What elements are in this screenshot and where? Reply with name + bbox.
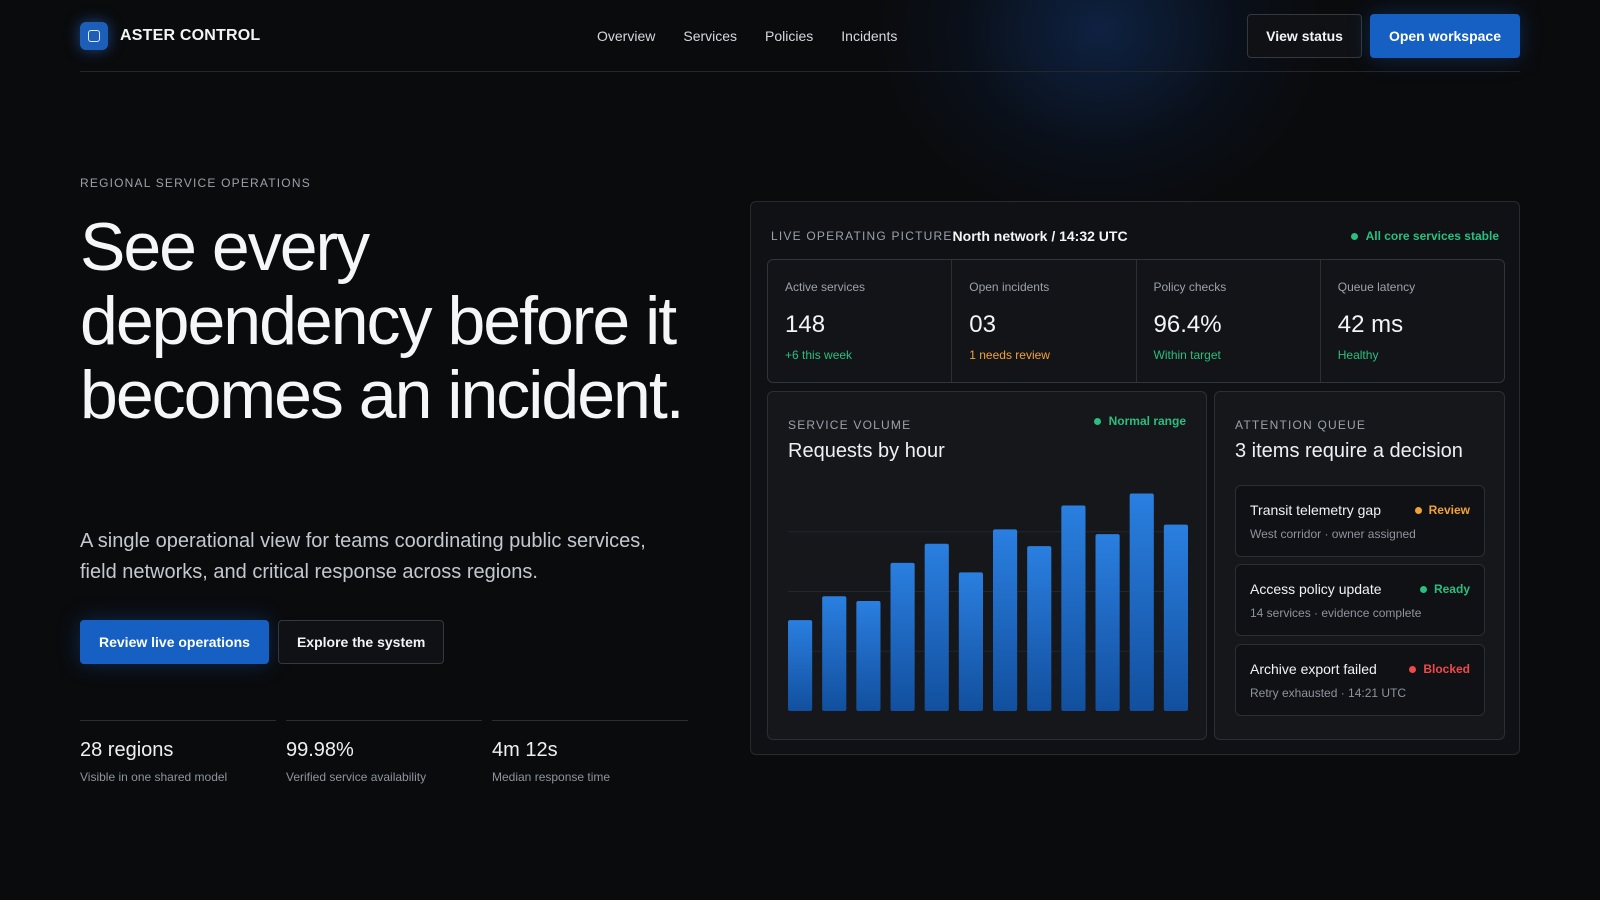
review-live-operations-button[interactable]: Review live operations [80, 620, 269, 664]
nav-incidents[interactable]: Incidents [841, 28, 898, 44]
status-text: Ready [1433, 582, 1470, 596]
metric-note: 1 needs review [969, 348, 1050, 362]
metric-label: Policy checks [1153, 280, 1227, 294]
hero-stats: 28 regions Visible in one shared model 9… [80, 720, 688, 784]
brand-name: ASTER CONTROL [120, 27, 261, 44]
metric-label: Open incidents [969, 280, 1050, 294]
normal-range-text: Normal range [1108, 414, 1186, 428]
stat-value: 28 regions [80, 739, 174, 761]
chart-bar-5[interactable] [924, 543, 949, 711]
metric-note: +6 this week [785, 348, 853, 362]
status-dot-icon [1419, 585, 1427, 593]
chart-bar-1[interactable] [788, 620, 813, 711]
metric-value: 148 [785, 311, 826, 338]
chart-title: Requests by hour [788, 440, 945, 462]
status-dot-icon [1350, 232, 1358, 240]
metric-policy-checks[interactable]: Policy checks 96.4% Within target [1137, 260, 1321, 382]
hero-cta-row: Review live operations Explore the syste… [80, 620, 445, 664]
metric-label: Active services [785, 280, 866, 294]
status-text: Blocked [1423, 662, 1470, 676]
hero-eyebrow: REGIONAL SERVICE OPERATIONS [80, 176, 311, 190]
nav-overview[interactable]: Overview [597, 28, 656, 44]
queue-item-meta: 14 services · evidence complete [1250, 606, 1422, 620]
explore-system-button[interactable]: Explore the system [277, 620, 445, 664]
queue-item-access-policy[interactable]: Access policy update Ready 14 services ·… [1235, 564, 1485, 636]
chart-bar-6[interactable] [958, 572, 983, 711]
main-nav: Overview Services Policies Incidents [597, 28, 897, 44]
queue-item-title: Access policy update [1250, 581, 1382, 597]
stat-label: Verified service availability [286, 770, 427, 784]
status-badge: Blocked [1409, 662, 1470, 676]
top-header: ASTER CONTROL Overview Services Policies… [80, 14, 1520, 72]
queue-item-meta: Retry exhausted · 14:21 UTC [1250, 686, 1407, 700]
metric-label: Queue latency [1337, 280, 1416, 294]
metric-active-services[interactable]: Active services 148 +6 this week [768, 260, 953, 382]
status-dot-icon [1409, 665, 1417, 673]
system-status-badge: All core services stable [1350, 229, 1499, 243]
attention-queue-card: ATTENTION QUEUE 3 items require a decisi… [1214, 391, 1505, 740]
requests-bar-chart [788, 493, 1188, 711]
panel-eyebrow: LIVE OPERATING PICTURE [771, 229, 953, 243]
stat-regions: 28 regions Visible in one shared model [80, 720, 276, 784]
chart-bar-8[interactable] [1027, 546, 1052, 711]
status-dot-icon [1414, 506, 1422, 514]
card-eyebrow: ATTENTION QUEUE [1235, 418, 1367, 432]
chart-bar-12[interactable] [1163, 524, 1188, 711]
logo-icon [80, 22, 108, 50]
metrics-strip: Active services 148 +6 this week Open in… [767, 259, 1505, 383]
chart-bar-4[interactable] [890, 562, 915, 711]
queue-item-meta: West corridor · owner assigned [1250, 527, 1416, 541]
stat-value: 99.98% [286, 739, 354, 761]
chart-bar-9[interactable] [1061, 505, 1086, 711]
chart-bar-3[interactable] [856, 601, 881, 711]
nav-services[interactable]: Services [683, 28, 738, 44]
panel-context: North network / 14:32 UTC [952, 228, 1128, 244]
metric-value: 03 [969, 311, 996, 338]
queue-title: 3 items require a decision [1235, 440, 1463, 462]
chart-bar-2[interactable] [822, 596, 847, 711]
stat-response-time: 4m 12s Median response time [492, 720, 688, 784]
view-status-button[interactable]: View status [1247, 14, 1362, 58]
stat-availability: 99.98% Verified service availability [286, 720, 482, 784]
queue-item-title: Archive export failed [1250, 661, 1377, 677]
status-dot-icon [1093, 417, 1101, 425]
system-status-text: All core services stable [1365, 229, 1499, 243]
chart-bar-11[interactable] [1129, 493, 1154, 711]
brand[interactable]: ASTER CONTROL [80, 22, 260, 50]
service-volume-card: SERVICE VOLUME Requests by hour Normal r… [767, 391, 1207, 740]
normal-range-badge: Normal range [1093, 414, 1186, 428]
metric-note: Healthy [1337, 348, 1379, 362]
status-badge: Review [1414, 503, 1470, 517]
stat-label: Median response time [492, 770, 611, 784]
queue-item-transit-telemetry[interactable]: Transit telemetry gap Review West corrid… [1235, 485, 1485, 557]
queue-item-archive-export[interactable]: Archive export failed Blocked Retry exha… [1235, 644, 1485, 716]
hero-subtitle: A single operational view for teams coor… [80, 530, 646, 583]
metric-value: 96.4% [1153, 311, 1222, 338]
metric-open-incidents[interactable]: Open incidents 03 1 needs review [952, 260, 1137, 382]
metric-note: Within target [1153, 348, 1221, 362]
header-actions: View status Open workspace [1247, 14, 1520, 58]
card-eyebrow: SERVICE VOLUME [788, 418, 912, 432]
stat-label: Visible in one shared model [80, 770, 228, 784]
metric-queue-latency[interactable]: Queue latency 42 ms Healthy [1321, 260, 1504, 382]
chart-bar-10[interactable] [1095, 534, 1120, 711]
queue-item-title: Transit telemetry gap [1250, 502, 1381, 518]
nav-policies[interactable]: Policies [765, 28, 814, 44]
status-badge: Ready [1419, 582, 1470, 596]
live-operating-panel: LIVE OPERATING PICTURE North network / 1… [750, 201, 1520, 755]
hero-headline: See every dependency before it becomes a… [80, 209, 685, 433]
stat-value: 4m 12s [492, 739, 558, 761]
metric-value: 42 ms [1337, 311, 1404, 338]
chart-bar-7[interactable] [993, 529, 1018, 711]
open-workspace-button[interactable]: Open workspace [1369, 14, 1520, 58]
status-text: Review [1428, 503, 1470, 517]
panel-header: LIVE OPERATING PICTURE North network / 1… [771, 226, 1499, 246]
